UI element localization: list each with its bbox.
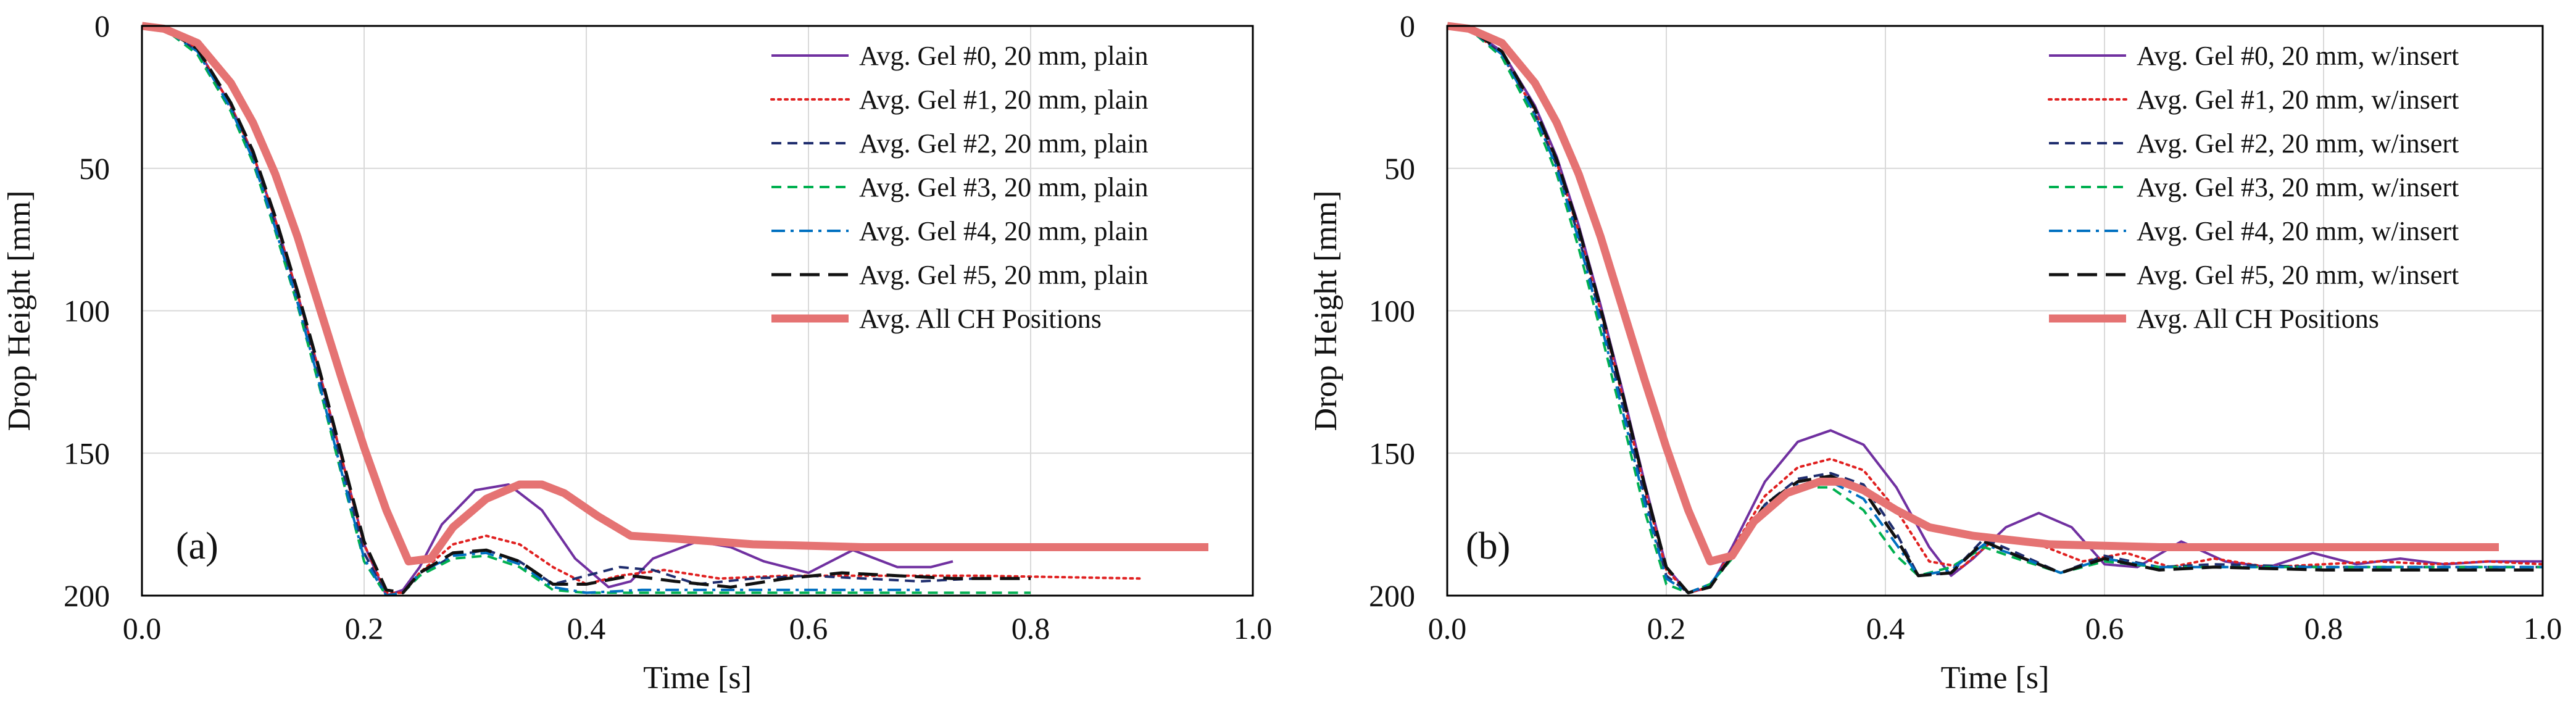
- legend-label-4: Avg. Gel #4, 20 mm, w/insert: [2137, 216, 2459, 246]
- series-line-0: [1447, 25, 2543, 594]
- x-tick-label: 0.6: [789, 611, 828, 646]
- legend-label-6: Avg. All CH Positions: [2137, 304, 2379, 334]
- series-line-5: [1447, 24, 2543, 594]
- legend-label-2: Avg. Gel #2, 20 mm, plain: [859, 128, 1148, 159]
- y-tick-label: 50: [79, 151, 110, 186]
- panel-label: (a): [176, 525, 218, 567]
- y-axis-title: Drop Height [mm]: [2, 191, 37, 431]
- x-tick-label: 1.0: [2524, 611, 2562, 646]
- panel-a: 0.0 0.2 0.4 0.6 0.8 1.0 0 50 100 150 200 Time [s] Dr…: [2, 9, 1272, 696]
- series-line-4: [1447, 25, 2543, 594]
- legend-label-1: Avg. Gel #1, 20 mm, w/insert: [2137, 85, 2459, 115]
- legend-label-5: Avg. Gel #5, 20 mm, plain: [859, 260, 1148, 290]
- x-tick-label: 0.4: [567, 611, 606, 646]
- y-tick-label: 50: [1384, 151, 1415, 186]
- x-tick-label: 0.0: [1428, 611, 1467, 646]
- y-tick-label: 200: [64, 578, 110, 613]
- legend-label-3: Avg. Gel #3, 20 mm, w/insert: [2137, 172, 2459, 202]
- plot-frame: [141, 25, 1254, 597]
- x-tick-label: 0.4: [1866, 611, 1905, 646]
- x-tick-label: 1.0: [1234, 611, 1273, 646]
- panel-b: 0.0 0.2 0.4 0.6 0.8 1.0 0 50 100 150 200 Time [s] Dr…: [1308, 9, 2562, 696]
- y-tick-label: 0: [1400, 9, 1415, 43]
- y-tick-label: 100: [1369, 294, 1415, 328]
- y-tick-label: 0: [94, 9, 110, 43]
- x-tick-label: 0.0: [123, 611, 162, 646]
- x-axis-title: Time [s]: [643, 660, 752, 696]
- series-line-2: [1447, 25, 2543, 594]
- series-line-5: [142, 24, 1031, 594]
- legend-label-1: Avg. Gel #1, 20 mm, plain: [859, 85, 1148, 115]
- legend-label-3: Avg. Gel #3, 20 mm, plain: [859, 172, 1148, 202]
- y-axis-title: Drop Height [mm]: [1308, 191, 1344, 431]
- x-tick-label: 0.8: [1012, 611, 1050, 646]
- legend-label-4: Avg. Gel #4, 20 mm, plain: [859, 216, 1148, 246]
- legend: Avg. Gel #0, 20 mm, w/insert Avg. Gel #1,…: [2048, 41, 2459, 334]
- legend-label-5: Avg. Gel #5, 20 mm, w/insert: [2137, 260, 2459, 290]
- series-line-2: [142, 25, 976, 596]
- y-tick-label: 200: [1369, 578, 1415, 613]
- panel-label: (b): [1466, 525, 1510, 567]
- x-tick-label: 0.8: [2304, 611, 2343, 646]
- legend-label-0: Avg. Gel #0, 20 mm, w/insert: [2137, 41, 2459, 71]
- plot-frame: [1446, 25, 2544, 597]
- legend-label-2: Avg. Gel #2, 20 mm, w/insert: [2137, 128, 2459, 159]
- y-tick-label: 150: [64, 436, 110, 470]
- x-tick-label: 0.2: [345, 611, 384, 646]
- x-axis-title: Time [s]: [1941, 660, 2050, 696]
- legend-label-6: Avg. All CH Positions: [859, 304, 1102, 334]
- series-line-1: [142, 25, 1143, 594]
- y-tick-label: 100: [64, 294, 110, 328]
- x-tick-label: 0.2: [1647, 611, 1686, 646]
- x-tick-label: 0.6: [2085, 611, 2124, 646]
- legend: Avg. Gel #0, 20 mm, plain Avg. Gel #1, 20…: [770, 41, 1148, 334]
- series-group: [1447, 22, 2543, 594]
- y-tick-label: 150: [1369, 436, 1415, 470]
- legend-label-0: Avg. Gel #0, 20 mm, plain: [859, 41, 1148, 71]
- series-line-6: [142, 22, 1208, 566]
- series-group: [142, 22, 1208, 596]
- series-line-4: [142, 25, 920, 596]
- series-line-6: [1447, 22, 2499, 566]
